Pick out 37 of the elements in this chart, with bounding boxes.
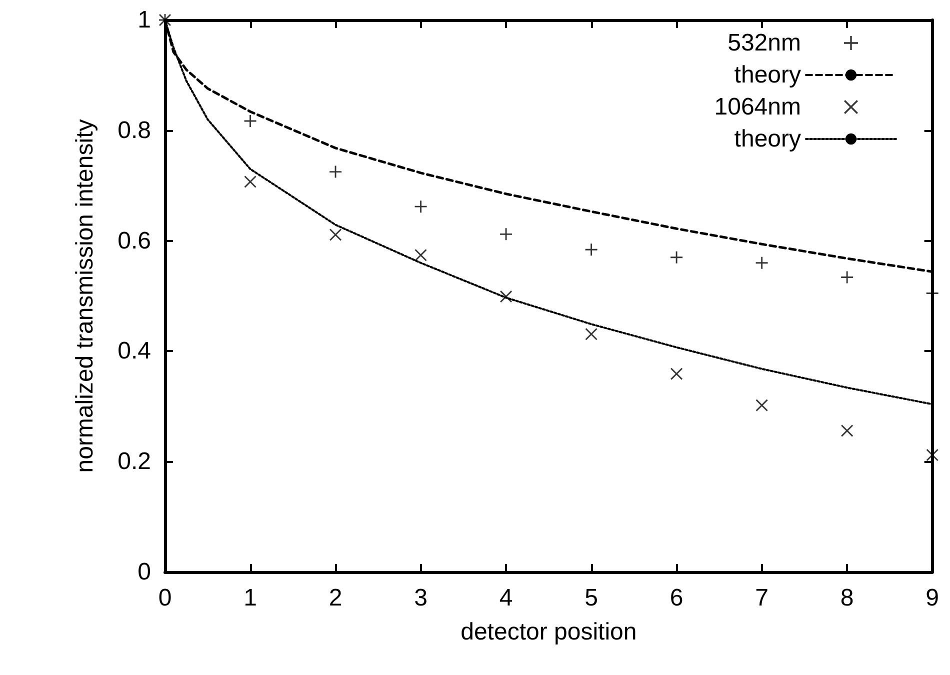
x-tick-label: 6	[670, 584, 684, 612]
point	[414, 249, 427, 262]
x-axis-title: detector position	[460, 618, 637, 646]
point	[244, 176, 256, 188]
x-tick-label: 8	[840, 584, 854, 612]
point	[670, 368, 683, 380]
legend-label: theory	[734, 62, 801, 88]
point	[756, 399, 768, 412]
point	[330, 228, 342, 241]
y-tick-label: 1	[138, 6, 151, 34]
x-tick-label: 0	[158, 584, 172, 612]
legend-label: 532nm	[728, 30, 801, 56]
x-tick-label: 9	[926, 584, 940, 612]
y-axis-title: normalized transmission intensity	[72, 119, 98, 473]
point	[756, 256, 768, 269]
y-tick-label: 0.2	[118, 448, 151, 476]
point	[414, 200, 427, 213]
point	[841, 271, 854, 284]
point	[841, 424, 854, 437]
x-tick-label: 7	[755, 584, 768, 612]
x-tick-label: 3	[414, 584, 428, 612]
y-tick-label: 0.8	[118, 116, 151, 144]
point	[500, 290, 512, 303]
y-tick-label: 0.6	[118, 227, 151, 254]
point	[585, 244, 598, 256]
legend-label: 1064nm	[714, 94, 801, 120]
x-tick-label: 1	[244, 584, 257, 612]
x-tick-label: 5	[584, 584, 598, 612]
legend-label: theory	[734, 126, 801, 152]
x-tick-label: 2	[328, 584, 342, 612]
y-tick-label: 0	[138, 558, 151, 586]
point	[585, 328, 598, 340]
point	[926, 448, 938, 461]
point	[500, 228, 512, 240]
y-tick-label: 0.4	[118, 338, 151, 365]
x-tick-label: 4	[499, 584, 513, 612]
point	[670, 251, 683, 264]
